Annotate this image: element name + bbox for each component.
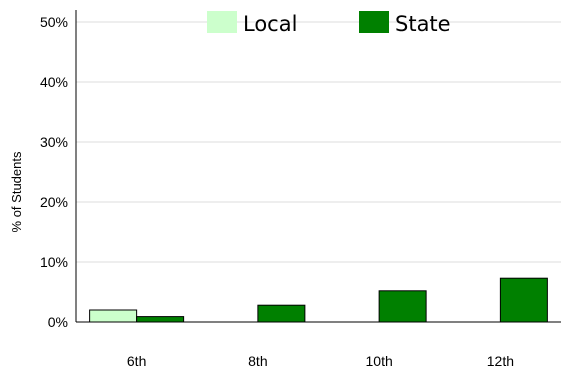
legend-label-local: Local — [243, 12, 297, 36]
legend-label-state: State — [395, 12, 451, 36]
bars — [89, 277, 548, 323]
y-tick-label: 20% — [40, 194, 68, 210]
legend-swatch-local — [207, 11, 237, 33]
y-axis-title: % of Students — [9, 151, 24, 232]
bar-local-6th — [89, 309, 138, 323]
bar-state-8th — [257, 304, 306, 323]
y-tick-label: 30% — [40, 134, 68, 150]
x-tick-label: 6th — [127, 353, 146, 368]
x-tick-label: 12th — [487, 353, 514, 368]
y-axis-tick-labels: 0% 10% 20% 30% 40% 50% — [40, 14, 68, 330]
legend: Local State — [207, 11, 451, 36]
y-tick-label: 10% — [40, 254, 68, 270]
x-tick-label: 8th — [248, 353, 267, 368]
bar-state-6th — [136, 316, 185, 323]
y-tick-label: 50% — [40, 14, 68, 30]
y-tick-label: 0% — [48, 314, 68, 330]
legend-swatch-state — [359, 11, 389, 33]
x-axis-tick-labels: 6th 8th 10th 12th — [127, 353, 514, 368]
bar-state-12th — [499, 277, 548, 323]
x-tick-label: 10th — [366, 353, 393, 368]
bar-state-10th — [378, 290, 427, 323]
gridlines — [76, 21, 561, 263]
y-tick-label: 40% — [40, 74, 68, 90]
